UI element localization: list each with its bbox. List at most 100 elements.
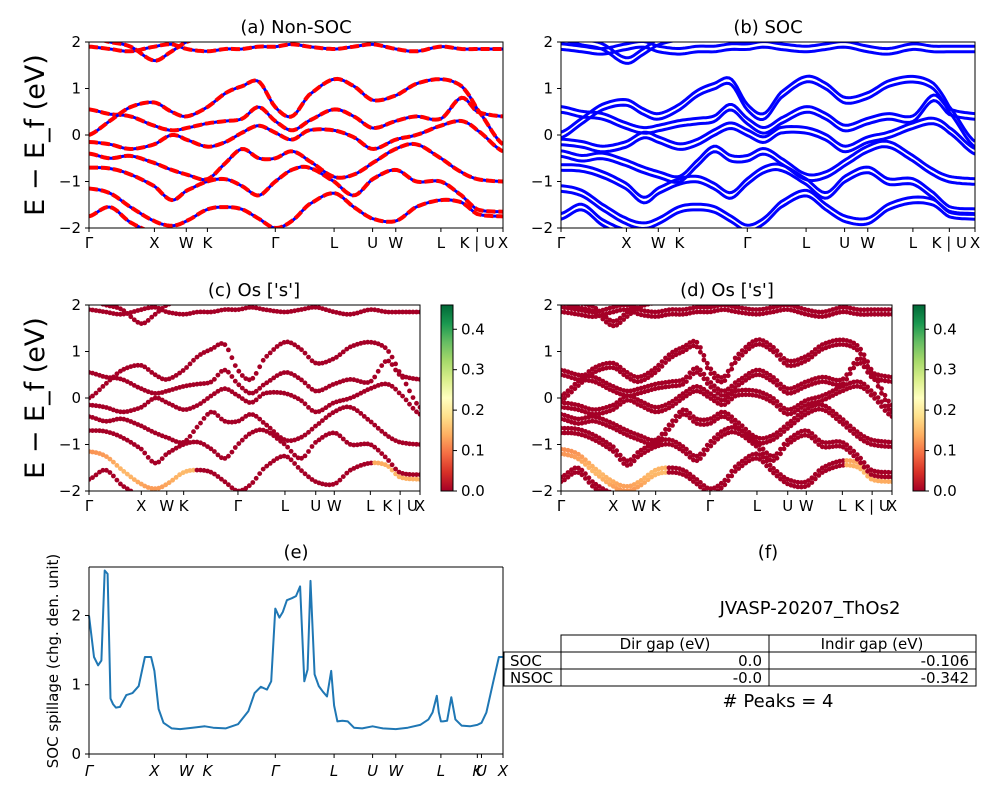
band-dot <box>889 479 892 485</box>
band-dot <box>649 368 654 374</box>
band-dot <box>201 309 207 315</box>
band-dot <box>698 389 703 395</box>
band-dot <box>295 375 301 381</box>
band-dot <box>246 390 252 396</box>
band-dot <box>414 409 419 415</box>
nonsoc-band-1-base <box>89 187 503 228</box>
band-dot <box>736 378 742 383</box>
band-dot <box>785 363 790 368</box>
band-dot <box>375 425 381 431</box>
band-dot <box>764 370 769 376</box>
band-dot <box>767 462 773 468</box>
band-dot <box>858 455 863 461</box>
band-dot <box>586 419 592 424</box>
band-dot <box>886 398 891 404</box>
band-dot <box>306 429 311 435</box>
xtick-label: Γ <box>234 497 243 515</box>
band-dot <box>694 305 700 310</box>
band-dot <box>767 347 773 352</box>
xtick-label: W <box>799 497 814 515</box>
band-dot <box>858 346 863 352</box>
band-dot <box>823 408 829 414</box>
band-dot <box>826 390 832 396</box>
band-dot <box>659 385 665 390</box>
band-dot <box>414 309 419 315</box>
band-dot <box>614 448 620 454</box>
band-dot <box>715 391 721 396</box>
band-dot <box>799 410 804 416</box>
band-dot <box>327 402 332 408</box>
band-dot <box>624 388 630 394</box>
band-dot <box>886 311 891 317</box>
band-dot <box>351 406 357 411</box>
band-dot <box>656 440 661 445</box>
band-dot <box>295 465 301 470</box>
band-dot <box>833 382 839 388</box>
band-dot <box>596 440 602 445</box>
band-dot <box>771 458 776 463</box>
band-dot <box>393 309 398 315</box>
band-dot <box>215 474 221 479</box>
band-dot <box>142 450 148 456</box>
band-dot <box>403 309 409 315</box>
band-dot <box>250 375 256 381</box>
band-dot <box>414 400 419 406</box>
band-dot <box>760 338 766 343</box>
band-dot <box>302 350 308 356</box>
band-dot <box>774 434 780 440</box>
band-dot <box>886 479 891 484</box>
band-dot <box>680 391 686 397</box>
band-dot <box>389 309 395 315</box>
band-dot <box>302 453 308 459</box>
band-dot <box>271 375 277 381</box>
band-dot <box>278 435 283 440</box>
band-dot <box>610 402 616 408</box>
band-dot <box>281 370 287 375</box>
band-dot <box>677 409 682 415</box>
band-dot <box>253 413 259 419</box>
table-header-dir: Dir gap (eV) <box>620 635 711 653</box>
band-dot <box>704 442 710 448</box>
xtick-label: W <box>860 234 875 252</box>
band-dot <box>701 376 707 382</box>
band-dot <box>861 460 867 465</box>
band-dot <box>837 309 843 315</box>
xtick-label: X <box>608 497 618 515</box>
band-dot <box>226 307 231 312</box>
band-dot <box>819 314 825 319</box>
xtick-label: L <box>437 762 445 780</box>
band-dot <box>788 423 794 429</box>
band-dot <box>816 442 822 447</box>
band-dot <box>711 418 717 424</box>
band-dot <box>656 435 661 441</box>
band-dot <box>208 446 214 452</box>
band-dot <box>812 313 818 319</box>
band-dot <box>593 433 599 439</box>
band-dot <box>379 428 385 434</box>
band-dot <box>684 446 689 452</box>
band-dot <box>323 415 329 421</box>
band-dot <box>191 429 196 435</box>
band-dot <box>886 374 891 380</box>
band-dot <box>320 435 325 440</box>
band-dot <box>645 305 651 307</box>
band-dot <box>677 441 682 447</box>
xtick-label: W <box>159 497 174 515</box>
band-dot <box>417 477 420 482</box>
xtick-label: L <box>838 497 847 515</box>
band-dot <box>163 452 169 458</box>
band-dot <box>600 437 606 443</box>
band-dot <box>715 488 721 491</box>
band-dot <box>670 379 675 384</box>
band-dot <box>631 305 637 309</box>
band-dot <box>774 348 780 354</box>
band-dot <box>344 439 350 445</box>
band-dot <box>246 431 252 437</box>
band-dot <box>743 373 749 378</box>
band-dot <box>309 444 315 449</box>
band-dot <box>361 441 367 447</box>
band-dot <box>711 414 717 419</box>
band-dot <box>208 393 214 399</box>
colorbar-tick-label: 0.3 <box>933 361 957 379</box>
band-dot <box>602 490 604 491</box>
